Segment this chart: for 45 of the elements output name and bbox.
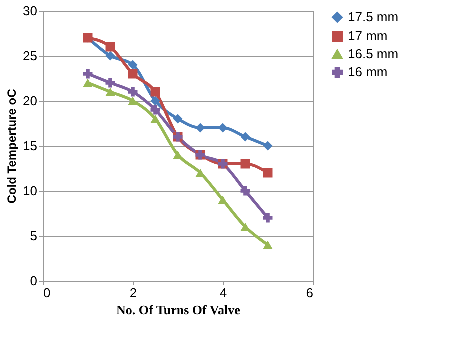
point: [128, 87, 138, 97]
point: [240, 159, 250, 169]
legend-label: 16.5 mm: [348, 46, 399, 62]
point: [218, 123, 228, 133]
y-tick-label: 0: [30, 274, 38, 288]
legend-label: 17.5 mm: [348, 10, 399, 24]
point: [106, 51, 116, 61]
point: [263, 168, 273, 178]
point: [150, 96, 160, 106]
point: [128, 69, 138, 79]
point: [218, 196, 228, 204]
point: [106, 42, 116, 52]
y-tick-label: 20: [23, 94, 38, 108]
point: [106, 78, 116, 88]
point: [263, 240, 273, 250]
point: [106, 88, 116, 96]
point: [83, 69, 93, 79]
point: [128, 60, 138, 70]
x-tick-label: 6: [306, 286, 314, 300]
x-tick-label: 4: [220, 286, 228, 300]
point: [196, 123, 206, 133]
y-tick-label: 10: [23, 184, 38, 198]
y-tick-label: 25: [23, 48, 38, 64]
x-tick-label: 2: [130, 286, 138, 300]
point: [240, 222, 250, 232]
x-tick-label: 0: [44, 286, 51, 300]
point: [263, 213, 273, 223]
point: [83, 78, 93, 88]
point: [240, 132, 250, 142]
x-axis-title: No. Of Turns Of Valve: [116, 302, 241, 318]
legend-label: 16 mm: [348, 64, 388, 80]
y-tick-label: 15: [23, 138, 38, 154]
point: [150, 87, 160, 97]
point: [263, 141, 273, 151]
point: [240, 186, 250, 196]
point: [150, 114, 160, 124]
y-axis-title: Cold Temperture oC: [5, 88, 20, 204]
point: [173, 150, 183, 160]
y-tick-label: 30: [23, 4, 38, 18]
point: [128, 96, 138, 106]
point: [196, 168, 206, 178]
point: [150, 105, 160, 115]
legend-label: 17 mm: [348, 28, 388, 44]
y-tick-label: 5: [30, 228, 38, 244]
point: [173, 114, 183, 124]
